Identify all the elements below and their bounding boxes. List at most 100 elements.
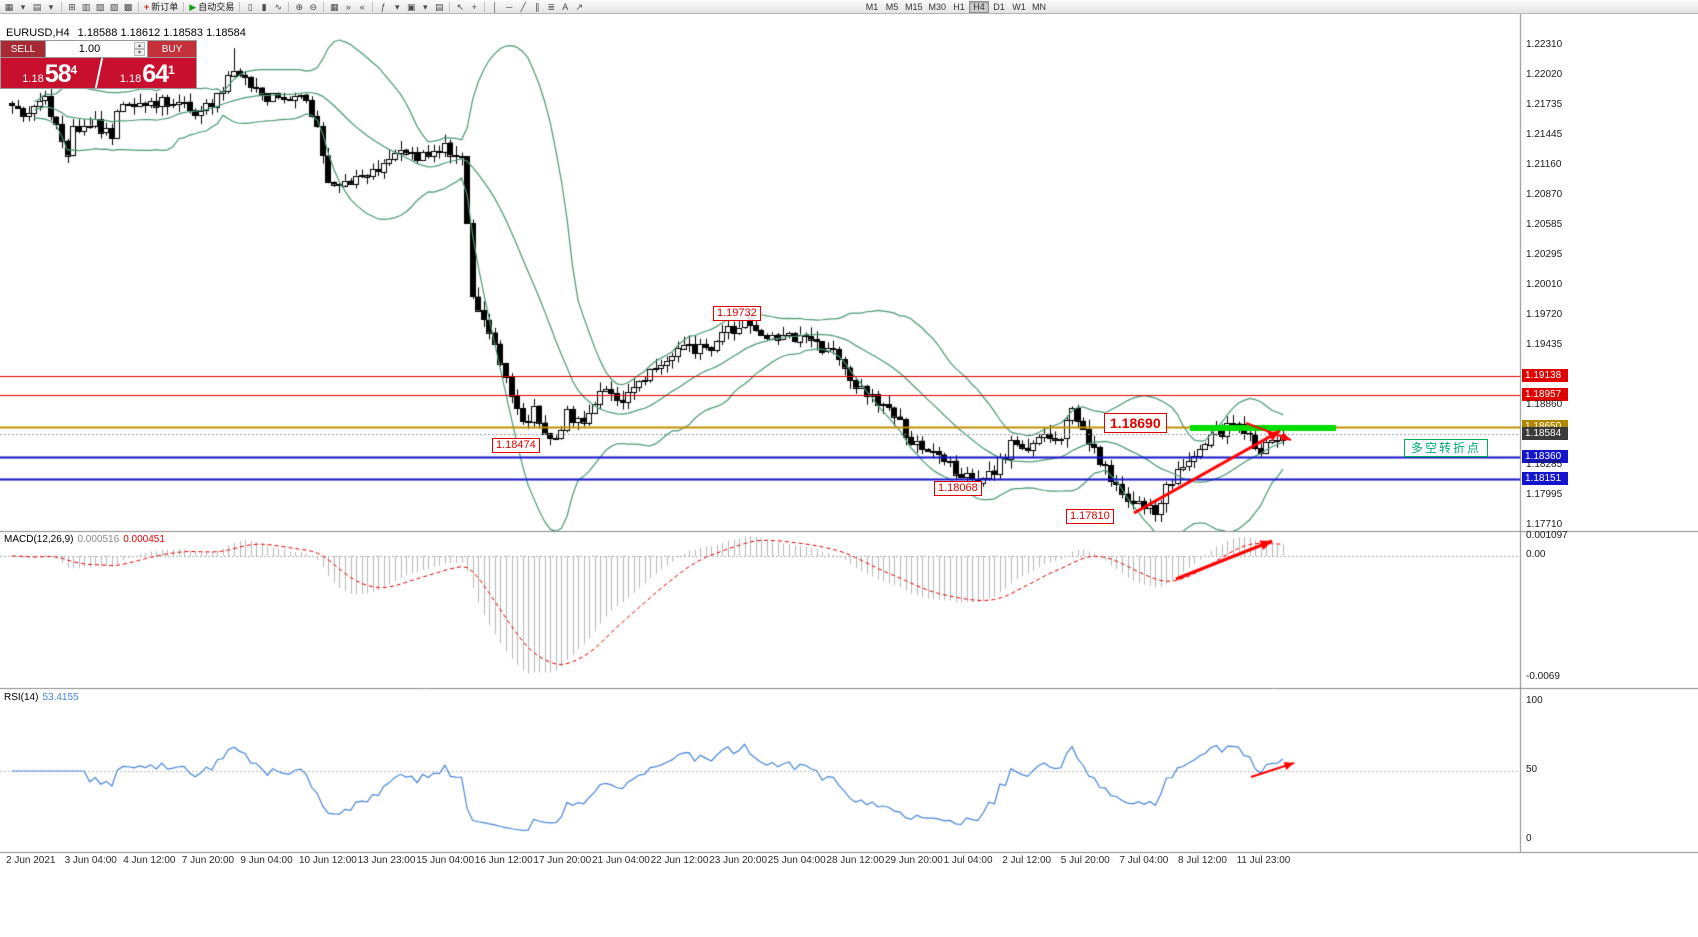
trade-panel-top-row: SELL 1.00 ▴ ▾ BUY: [1, 41, 196, 58]
zoom-out-icon[interactable]: ⊖: [306, 1, 320, 13]
toolbar-separator: [372, 1, 374, 12]
tile-windows-icon[interactable]: ▦: [327, 1, 341, 13]
market-watch-icon: ⊞: [68, 1, 76, 12]
macd-main-value: 0.000516: [77, 534, 120, 545]
fibonacci-icon: ≣: [547, 1, 555, 12]
fibonacci-icon[interactable]: ≣: [544, 1, 558, 13]
text-label-icon: A: [562, 1, 569, 12]
price-callout[interactable]: 1.17810: [1066, 509, 1114, 524]
terminal-icon[interactable]: ▨: [107, 1, 121, 13]
timeframe-m30-button[interactable]: M30: [928, 2, 947, 12]
macd-indicator-label: MACD(12,26,9) 0.000516 0.000451: [4, 534, 165, 545]
arrows-icon: ↗: [575, 1, 583, 12]
timeframe-w1-button[interactable]: W1: [1012, 2, 1026, 12]
new-order-button[interactable]: + 新订单: [142, 1, 180, 13]
buy-button[interactable]: BUY: [148, 41, 196, 57]
toolbar-separator: [183, 1, 185, 12]
symbol-period-label: EURUSD,H4: [6, 27, 70, 39]
top-toolbar: ▦ ▾ ▤ ▾ ⊞ ▥ ▧ ▨ ▩ + 新订单 ▶ 自动交易 ▯ ▮ ∿ ⊕ ⊖ ▦» «ƒ ▾ ▣ ▾ ▤ ↖ + │ ─ ╱ ∥ ≣ A ↗: [0, 0, 1698, 14]
buy-price-main: 64: [142, 60, 169, 88]
sell-price-tile[interactable]: 1.18 58 4: [1, 58, 99, 88]
zoom-in-icon: ⊕: [295, 1, 303, 12]
toolbar-separator: [323, 1, 325, 12]
strategy-tester-icon[interactable]: ▩: [121, 1, 135, 13]
toolbar-separator: [484, 1, 486, 12]
horizontal-line-icon[interactable]: ─: [502, 1, 516, 13]
strategy-tester-icon: ▩: [123, 1, 133, 12]
new-chart-dropdown-icon[interactable]: ▾: [16, 1, 30, 13]
new-chart-icon[interactable]: ▦: [2, 1, 16, 13]
crosshair-icon[interactable]: +: [467, 1, 481, 13]
trendline-icon[interactable]: ╱: [516, 1, 530, 13]
indicators-dropdown-icon: ▾: [394, 1, 400, 12]
autotrading-button[interactable]: ▶ 自动交易: [187, 1, 236, 13]
timeframe-m1-button[interactable]: M1: [865, 2, 879, 12]
toolbar-separator: [138, 1, 139, 12]
templates-icon[interactable]: ▤: [432, 1, 446, 13]
profiles-dropdown-icon: ▾: [48, 1, 54, 12]
volume-decrease-button[interactable]: ▾: [134, 49, 145, 56]
volume-increase-button[interactable]: ▴: [134, 42, 145, 49]
text-label-icon[interactable]: A: [558, 1, 572, 13]
crosshair-icon: +: [471, 1, 477, 12]
trade-panel-price-row: 1.18 58 4 1.18 64 1: [1, 58, 196, 88]
market-watch-icon[interactable]: ⊞: [65, 1, 79, 13]
candlestick-chart-icon[interactable]: ▮: [257, 1, 271, 13]
data-window-icon: ▥: [81, 1, 91, 12]
buy-price-tile[interactable]: 1.18 64 1: [99, 58, 197, 88]
sell-button[interactable]: SELL: [1, 41, 45, 57]
zoom-in-icon[interactable]: ⊕: [292, 1, 306, 13]
timeframe-h4-button[interactable]: H4: [969, 1, 990, 13]
timeframe-m15-button[interactable]: M15: [905, 2, 923, 12]
volume-field[interactable]: 1.00 ▴ ▾: [45, 41, 148, 57]
price-callout[interactable]: 1.19732: [713, 306, 761, 321]
buy-price-pip: 1: [168, 63, 175, 77]
sell-price-prefix: 1.18: [22, 73, 44, 85]
profiles-icon[interactable]: ▤: [30, 1, 44, 13]
channel-icon[interactable]: ∥: [530, 1, 544, 13]
profiles-dropdown-icon[interactable]: ▾: [44, 1, 58, 13]
turning-point-label[interactable]: 多空转折点: [1404, 439, 1489, 457]
price-callout[interactable]: 1.18474: [492, 438, 540, 453]
bars-chart-icon: ▯: [247, 1, 253, 12]
price-callout[interactable]: 1.18690: [1104, 413, 1167, 433]
indicators-dropdown-icon[interactable]: ▾: [390, 1, 404, 13]
auto-scroll-icon[interactable]: »: [341, 1, 355, 13]
timeframe-m5-button[interactable]: M5: [885, 2, 899, 12]
autotrading-button-label: 自动交易: [198, 2, 235, 12]
channel-icon: ∥: [534, 1, 540, 12]
arrows-icon[interactable]: ↗: [572, 1, 586, 13]
chart-shift-icon[interactable]: «: [355, 1, 369, 13]
timeframe-d1-button[interactable]: D1: [993, 2, 1005, 12]
new-chart-dropdown-icon: ▾: [20, 1, 26, 12]
profiles-icon: ▤: [32, 1, 42, 12]
chart-shift-icon: «: [359, 1, 365, 12]
navigator-icon[interactable]: ▧: [93, 1, 107, 13]
vertical-line-icon[interactable]: │: [488, 1, 502, 13]
indicators-icon[interactable]: ƒ: [376, 1, 390, 13]
timeframe-h1-button[interactable]: H1: [953, 2, 965, 12]
periods-dropdown-icon: ▾: [422, 1, 428, 12]
ohlc-values: 1.18588 1.18612 1.18583 1.18584: [77, 27, 246, 39]
price-callout[interactable]: 1.18068: [934, 481, 982, 496]
periods-dropdown-icon[interactable]: ▾: [418, 1, 432, 13]
periods-icon[interactable]: ▣: [404, 1, 418, 13]
periods-icon: ▣: [406, 1, 416, 12]
new-order-button-label: 新订单: [151, 2, 179, 12]
toolbar-separator: [239, 1, 241, 12]
cursor-icon[interactable]: ↖: [453, 1, 467, 13]
toolbar-separator: [61, 1, 62, 12]
autotrading-button: ▶: [189, 1, 197, 12]
macd-name: MACD(12,26,9): [4, 534, 74, 545]
navigator-icon: ▧: [95, 1, 105, 12]
one-click-trading-panel: SELL 1.00 ▴ ▾ BUY 1.18 58 4 1.18 64 1: [0, 40, 197, 89]
timeframe-mn-button[interactable]: MN: [1032, 2, 1047, 12]
line-chart-icon[interactable]: ∿: [271, 1, 285, 13]
data-window-icon[interactable]: ▥: [79, 1, 93, 13]
new-chart-icon: ▦: [4, 1, 14, 12]
trendline-icon: ╱: [520, 1, 526, 12]
candlestick-chart-icon: ▮: [261, 1, 267, 12]
bars-chart-icon[interactable]: ▯: [243, 1, 257, 13]
macd-signal-value: 0.000451: [123, 534, 165, 545]
